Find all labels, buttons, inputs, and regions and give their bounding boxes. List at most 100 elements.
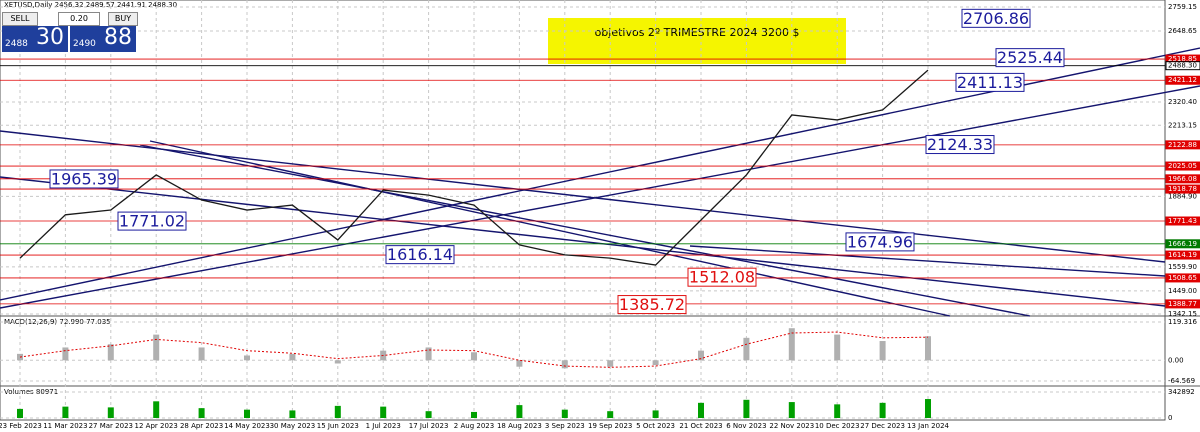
bar — [925, 399, 931, 418]
ask-quote[interactable]: 2490 88 — [70, 25, 136, 52]
bid-quote[interactable]: 2488 30 — [2, 25, 68, 52]
trend-line — [139, 144, 1031, 317]
bar — [743, 399, 750, 418]
level-label: 1666.19 — [1168, 240, 1197, 248]
y-tick-label: -64.569 — [1168, 377, 1195, 385]
bar — [471, 411, 477, 418]
y-tick-label: 342892 — [1168, 388, 1195, 396]
annotation-label: 2411.13 — [957, 73, 1023, 92]
bar — [471, 352, 477, 361]
x-tick-label: 1 Jul 2023 — [366, 422, 401, 430]
chart-title: XETUSD,Daily 2456.32 2489.57 2441.91 248… — [4, 1, 177, 9]
bar — [698, 350, 704, 361]
level-tag — [1165, 299, 1200, 309]
bar — [743, 337, 750, 361]
ask-big: 88 — [104, 25, 132, 50]
x-tick-label: 3 Sep 2023 — [545, 422, 585, 430]
x-tick-label: 12 Apr 2023 — [135, 422, 178, 430]
annotation-label: 1512.08 — [689, 268, 755, 287]
x-tick-label: 27 Dec 2023 — [860, 422, 905, 430]
level-tag — [1165, 161, 1200, 171]
bar — [607, 360, 614, 367]
bar — [198, 347, 205, 361]
level-tag — [1165, 273, 1200, 283]
trade-panel: SELL 0.20 BUY 2488 30 2490 88 — [2, 12, 138, 54]
level-tag — [1165, 216, 1200, 226]
bar — [289, 353, 296, 361]
level-label: 2421.12 — [1168, 76, 1197, 84]
level-tag — [1165, 184, 1200, 194]
y-tick-label: 1449.00 — [1168, 287, 1197, 295]
x-tick-label: 14 May 2023 — [224, 422, 270, 430]
annotation-label: 1616.14 — [387, 245, 453, 264]
bar — [879, 402, 886, 418]
bar — [834, 334, 841, 361]
sell-button[interactable]: SELL — [2, 12, 38, 26]
bar — [107, 344, 114, 361]
y-tick-label: 2320.40 — [1168, 98, 1197, 106]
bar — [425, 411, 432, 418]
y-tick-label: 119.316 — [1168, 318, 1197, 326]
y-tick-label: 1884.90 — [1168, 192, 1197, 200]
objective-text: objetivos 2º TRIMESTRE 2024 3200 $ — [595, 26, 800, 39]
bar — [788, 402, 795, 418]
annotation-box — [955, 72, 1025, 92]
trend-line — [0, 176, 1166, 307]
level-label: 1508.65 — [1168, 274, 1197, 282]
bar — [334, 405, 341, 418]
x-tick-label: 23 Feb 2023 — [0, 422, 42, 430]
level-label: 2122.88 — [1168, 141, 1197, 149]
bar — [652, 410, 659, 418]
annotation-label: 2525.44 — [997, 48, 1063, 67]
frame — [0, 0, 1166, 421]
annotation-label: 1965.39 — [51, 169, 117, 188]
y-tick-label: 2213.15 — [1168, 121, 1197, 129]
y-tick-label: 1559.90 — [1168, 263, 1197, 271]
level-label: 2025.05 — [1168, 162, 1197, 170]
x-tick-label: 10 Dec 2023 — [815, 422, 860, 430]
bar — [244, 355, 250, 361]
x-tick-label: 22 Nov 2023 — [769, 422, 814, 430]
macd-title: MACD(12,26,9) 72.990 77.035 — [4, 318, 111, 326]
bar — [788, 328, 795, 361]
objective-box — [548, 18, 846, 64]
lot-input[interactable]: 0.20 — [58, 12, 100, 26]
bar — [879, 341, 886, 361]
bar — [698, 402, 704, 418]
annotation-box — [961, 8, 1031, 28]
x-tick-label: 28 Apr 2023 — [180, 422, 223, 430]
bar — [925, 336, 931, 361]
x-tick-label: 2 Aug 2023 — [454, 422, 494, 430]
x-tick-label: 21 Oct 2023 — [679, 422, 722, 430]
annotation-label: 2124.33 — [927, 135, 993, 154]
trend-line — [149, 140, 951, 317]
price-line — [19, 69, 929, 266]
trend-line — [689, 245, 1166, 277]
y-tick-label: 1342.15 — [1168, 310, 1197, 318]
bar — [107, 407, 114, 418]
bar — [153, 334, 160, 361]
bid-big: 30 — [36, 25, 64, 50]
x-tick-label: 17 Jul 2023 — [409, 422, 449, 430]
bar — [834, 404, 841, 418]
x-tick-label: 30 May 2023 — [270, 422, 316, 430]
y-tick-label: 2648.65 — [1168, 27, 1197, 35]
buy-button[interactable]: BUY — [108, 12, 138, 26]
annotation-box — [845, 232, 915, 252]
level-label: 1388.77 — [1168, 300, 1197, 308]
bar — [334, 360, 341, 364]
level-tag — [1165, 61, 1200, 71]
y-tick-label: 0 — [1168, 414, 1172, 422]
level-tag — [1165, 239, 1200, 249]
annotation-box — [385, 245, 455, 265]
annotation-box — [687, 267, 757, 287]
bar — [17, 408, 23, 418]
x-tick-label: 15 Jun 2023 — [317, 422, 359, 430]
x-tick-label: 11 Mar 2023 — [43, 422, 87, 430]
y-tick-label: 2759.15 — [1168, 3, 1197, 11]
bar — [198, 408, 205, 418]
level-tag — [1165, 174, 1200, 184]
annotation-box — [49, 169, 119, 189]
